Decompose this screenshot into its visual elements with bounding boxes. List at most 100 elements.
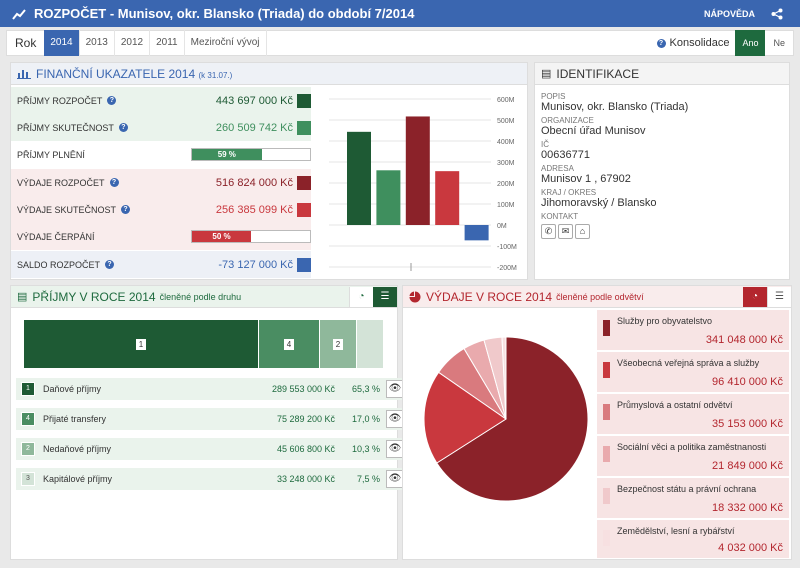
table-icon: ▤ — [17, 291, 28, 303]
expense-card[interactable]: Zemědělství, lesní a rybářství 4 032 000… — [597, 520, 789, 558]
row-percent: 10,3 % — [351, 444, 380, 454]
row-amount: 45 606 800 Kč — [276, 444, 335, 454]
row-name: Přijaté transfery — [43, 414, 107, 424]
year-tab-2013[interactable]: 2013 — [80, 30, 115, 56]
expense-card[interactable]: Bezpečnost státu a právní ochrana 18 332… — [597, 478, 789, 518]
identification-panel: ▤ IDENTIFIKACE POPIS Munisov, okr. Blans… — [534, 62, 790, 280]
expense-name: Služby pro obyvatelstvo — [617, 316, 713, 326]
share-icon[interactable] — [771, 8, 783, 20]
treemap-segment[interactable] — [357, 320, 384, 368]
bar-chart-icon — [17, 70, 31, 79]
row-number: 1 — [21, 382, 35, 396]
progress-bar: 59 % — [191, 148, 311, 161]
expense-card[interactable]: Všeobecná veřejná správa a služby 96 410… — [597, 352, 789, 392]
treemap-segment[interactable]: 4 — [258, 320, 320, 368]
info-icon[interactable]: ? — [118, 123, 128, 132]
income-treemap: 1 4 2 — [24, 320, 384, 368]
treemap-segment[interactable]: 2 — [319, 320, 358, 368]
pie-chart-icon — [409, 291, 421, 302]
info-icon[interactable]: ? — [105, 260, 115, 269]
consolidation-no-button[interactable]: Ne — [773, 38, 785, 48]
pie-slice — [423, 371, 507, 464]
year-bar: Rok 2014 2013 2012 2011 Meziroční vývoj … — [6, 30, 794, 56]
y-tick-label: 0M — [497, 223, 507, 230]
info-icon[interactable]: ? — [107, 96, 117, 105]
color-stripe — [603, 488, 610, 504]
panel-title: VÝDAJE V ROCE 2014 — [426, 289, 553, 304]
bar — [464, 225, 489, 241]
kpi-saldo-rozpocet: SALDO ROZPOČET? -73 127 000 Kč — [11, 251, 311, 278]
expenses-pie-chart — [423, 336, 589, 502]
kpi-value: 256 385 099 Kč — [215, 203, 293, 216]
kpi-prijmy-rozpocet: PŘÍJMY ROZPOČET? 443 697 000 Kč — [11, 87, 311, 114]
y-tick-label: 100M — [497, 202, 515, 209]
phone-icon[interactable]: ✆ — [541, 224, 556, 239]
expense-name: Sociální věci a politika zaměstnanosti — [617, 442, 767, 452]
pie-slice — [501, 336, 507, 420]
adresa-value: Munisov 1 , 67902 — [541, 173, 631, 185]
year-label: Rok — [15, 36, 37, 50]
kpi-label: VÝDAJE ČERPÁNÍ — [17, 231, 95, 242]
info-icon[interactable]: ? — [109, 178, 119, 187]
expense-name: Průmyslová a ostatní odvětví — [617, 400, 733, 410]
y-tick-label: 200M — [497, 181, 515, 188]
panel-title: FINANČNÍ UKAZATELE 2014 (k 31.07.) — [36, 66, 233, 81]
kpi-vydaje-skutecnost: VÝDAJE SKUTEČNOST? 256 385 099 Kč — [11, 196, 311, 223]
ic-label: IČ — [541, 140, 549, 149]
income-row: 3 Kapitálové příjmy 33 248 000 Kč 7,5 % … — [16, 468, 408, 490]
y-tick-label: -200M — [497, 265, 517, 272]
pie-slice — [436, 336, 589, 502]
bar — [405, 116, 430, 225]
income-panel: ▤ PŘÍJMY V ROCE 2014 členěné podle druhu… — [10, 285, 408, 560]
eye-icon[interactable]: 👁 — [386, 410, 404, 428]
expense-card[interactable]: Služby pro obyvatelstvo 341 048 000 Kč — [597, 310, 789, 350]
panel-subtitle: členěné podle odvětví — [556, 291, 644, 302]
y-tick-label: 600M — [497, 97, 515, 104]
date-note: (k 31.07.) — [198, 70, 233, 80]
popis-label: POPIS — [541, 92, 566, 101]
panel-header: ▤ PŘÍJMY V ROCE 2014 členěné podle druhu… — [11, 286, 397, 308]
legend-swatch — [297, 120, 311, 135]
email-icon[interactable]: ✉ — [558, 224, 573, 239]
pie-chart-view-button[interactable]: ◔ — [349, 286, 373, 307]
pie-chart-view-button[interactable]: ◔ — [743, 286, 767, 307]
help-link[interactable]: NÁPOVĚDA — [703, 8, 755, 19]
panel-title: IDENTIFIKACE — [556, 66, 640, 81]
row-name: Nedaňové příjmy — [43, 444, 112, 454]
legend-swatch — [297, 202, 311, 217]
color-stripe — [603, 530, 610, 546]
progress-bar: 50 % — [191, 230, 311, 243]
kpi-value: -73 127 000 Kč — [218, 258, 293, 271]
income-row: 2 Nedaňové příjmy 45 606 800 Kč 10,3 % 👁 — [16, 438, 408, 460]
year-tab-2014[interactable]: 2014 — [44, 30, 80, 56]
info-icon[interactable]: ? — [121, 205, 131, 214]
info-icon[interactable]: ? — [656, 38, 666, 48]
row-number: 2 — [21, 442, 35, 456]
year-tab-yoy[interactable]: Meziroční vývoj — [185, 30, 267, 56]
year-tab-2012[interactable]: 2012 — [115, 30, 151, 56]
color-stripe — [603, 362, 610, 378]
consolidation-label: Konsolidace — [669, 37, 730, 49]
home-icon[interactable]: ⌂ — [575, 224, 590, 239]
bar — [347, 131, 371, 225]
row-amount: 33 248 000 Kč — [276, 474, 335, 484]
ic-value: 00636771 — [541, 149, 590, 161]
list-view-button[interactable]: ☰ — [373, 286, 397, 307]
financial-bar-chart: 600M 500M 400M 300M 200M 100M 0M -100M -200M — [329, 97, 517, 272]
panel-subtitle: členěné podle druhu — [159, 291, 242, 302]
color-stripe — [603, 404, 610, 420]
panel-header: FINANČNÍ UKAZATELE 2014 (k 31.07.) — [11, 63, 527, 85]
expense-card[interactable]: Sociální věci a politika zaměstnanosti 2… — [597, 436, 789, 476]
income-row: 1 Daňové příjmy 289 553 000 Kč 65,3 % 👁 — [16, 378, 408, 400]
kpi-label: VÝDAJE SKUTEČNOST — [17, 204, 117, 215]
kpi-vydaje-rozpocet: VÝDAJE ROZPOČET? 516 824 000 Kč — [11, 169, 311, 196]
consolidation-yes-button[interactable]: Ano — [735, 30, 766, 56]
year-tab-2011[interactable]: 2011 — [150, 30, 185, 56]
treemap-segment[interactable]: 1 — [24, 320, 259, 368]
treemap-label: 2 — [332, 338, 344, 350]
list-view-button[interactable]: ☰ — [767, 286, 791, 307]
row-number: 3 — [21, 472, 35, 486]
expense-card[interactable]: Průmyslová a ostatní odvětví 35 153 000 … — [597, 394, 789, 434]
panel-title: PŘÍJMY V ROCE 2014 — [32, 289, 156, 304]
kpi-vydaje-cerpani: VÝDAJE ČERPÁNÍ 50 % — [11, 223, 311, 250]
